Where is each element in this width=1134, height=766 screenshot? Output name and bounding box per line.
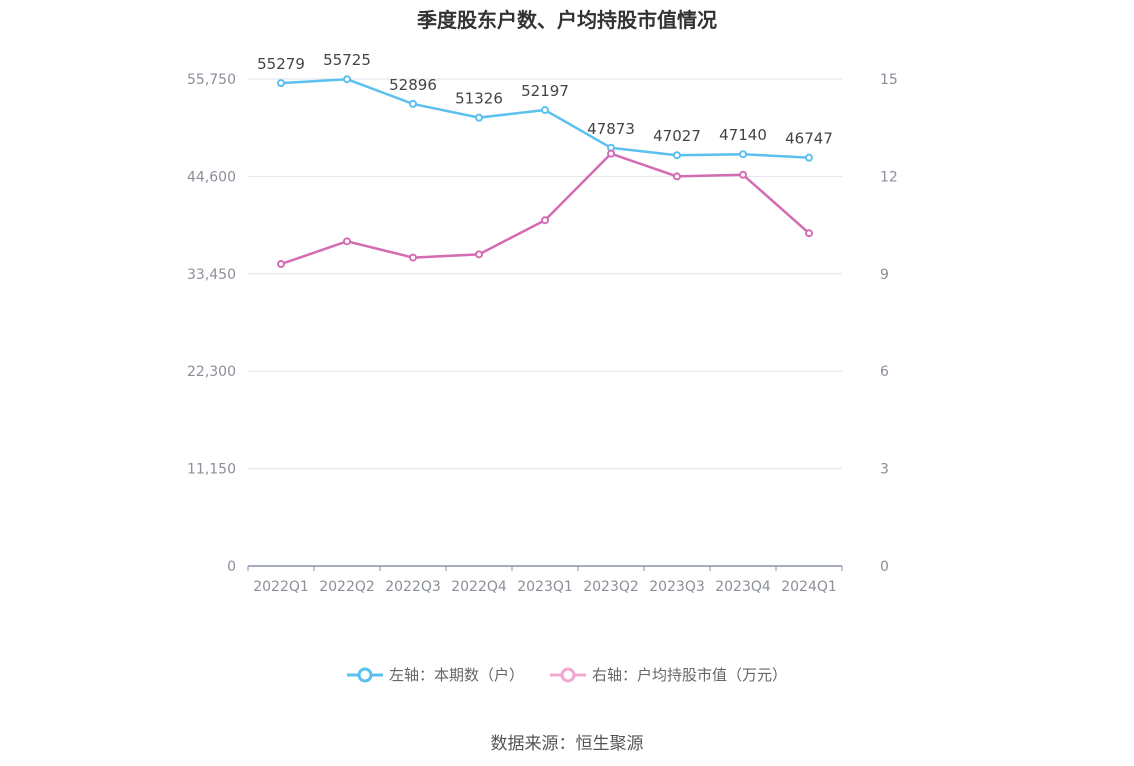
x-axis-tick-label: 2022Q4 [451, 579, 507, 595]
x-axis-tick-label: 2022Q3 [385, 579, 441, 595]
x-axis-tick-label: 2023Q3 [649, 579, 705, 595]
left-axis-tick-label: 0 [227, 559, 236, 575]
data-label: 55279 [257, 55, 305, 73]
data-label: 52197 [521, 82, 569, 100]
legend-label-left: 左轴：本期数（户） [388, 666, 524, 684]
legend-item-left-series[interactable]: 左轴：本期数（户） [346, 664, 524, 685]
left-axis-tick-label: 44,600 [187, 169, 236, 185]
data-point-right[interactable] [541, 216, 549, 225]
chart-title: 季度股东户数、户均持股市值情况 [417, 8, 717, 32]
data-point-right[interactable] [409, 253, 417, 262]
data-point-right[interactable] [475, 250, 483, 259]
data-label: 47873 [587, 120, 635, 138]
data-point-left[interactable] [475, 113, 483, 122]
left-axis-tick-label: 55,750 [187, 72, 236, 88]
x-axis-tick-label: 2022Q1 [253, 579, 309, 595]
left-axis-tick-label: 33,450 [187, 267, 236, 283]
data-label: 46747 [785, 130, 833, 148]
data-label: 47140 [719, 126, 767, 144]
left-axis-tick-label: 22,300 [187, 364, 236, 380]
data-point-right[interactable] [607, 149, 615, 158]
data-point-left[interactable] [541, 106, 549, 115]
right-axis-tick-label: 15 [880, 72, 898, 88]
right-axis-tick-label: 3 [880, 462, 889, 478]
data-point-left[interactable] [343, 75, 351, 84]
data-point-right[interactable] [739, 170, 747, 179]
legend-item-right-series[interactable]: 右轴：户均持股市值（万元） [550, 664, 787, 685]
x-axis-tick-label: 2024Q1 [781, 579, 837, 595]
data-label: 47027 [653, 127, 701, 145]
chart-legend: 左轴：本期数（户） 右轴：户均持股市值（万元） [0, 664, 1134, 685]
data-label: 51326 [455, 90, 503, 108]
data-point-right[interactable] [277, 260, 285, 269]
x-axis-tick-label: 2023Q2 [583, 579, 639, 595]
data-source: 数据来源：恒生聚源 [490, 734, 644, 754]
data-point-left[interactable] [277, 79, 285, 88]
data-label: 55725 [323, 51, 371, 69]
data-point-left[interactable] [409, 99, 417, 108]
legend-swatch-left [346, 667, 383, 682]
right-axis-tick-label: 6 [880, 364, 889, 380]
x-axis-tick-label: 2022Q2 [319, 579, 375, 595]
right-axis-tick-label: 9 [880, 267, 889, 283]
right-axis-tick-label: 0 [880, 559, 889, 575]
right-axis-tick-label: 12 [880, 169, 898, 185]
series-line-right [280, 152, 810, 266]
legend-label-right: 右轴：户均持股市值（万元） [592, 666, 788, 684]
data-point-left[interactable] [805, 153, 813, 162]
data-point-right[interactable] [805, 229, 813, 238]
data-point-right[interactable] [343, 237, 351, 246]
x-axis-tick-label: 2023Q4 [715, 579, 771, 595]
data-point-left[interactable] [673, 151, 681, 160]
x-axis-tick-label: 2023Q1 [517, 579, 573, 595]
data-label: 52896 [389, 76, 437, 94]
data-point-right[interactable] [673, 172, 681, 181]
data-point-left[interactable] [739, 150, 747, 159]
legend-swatch-right [550, 667, 586, 682]
left-axis-tick-label: 11,150 [187, 462, 236, 478]
